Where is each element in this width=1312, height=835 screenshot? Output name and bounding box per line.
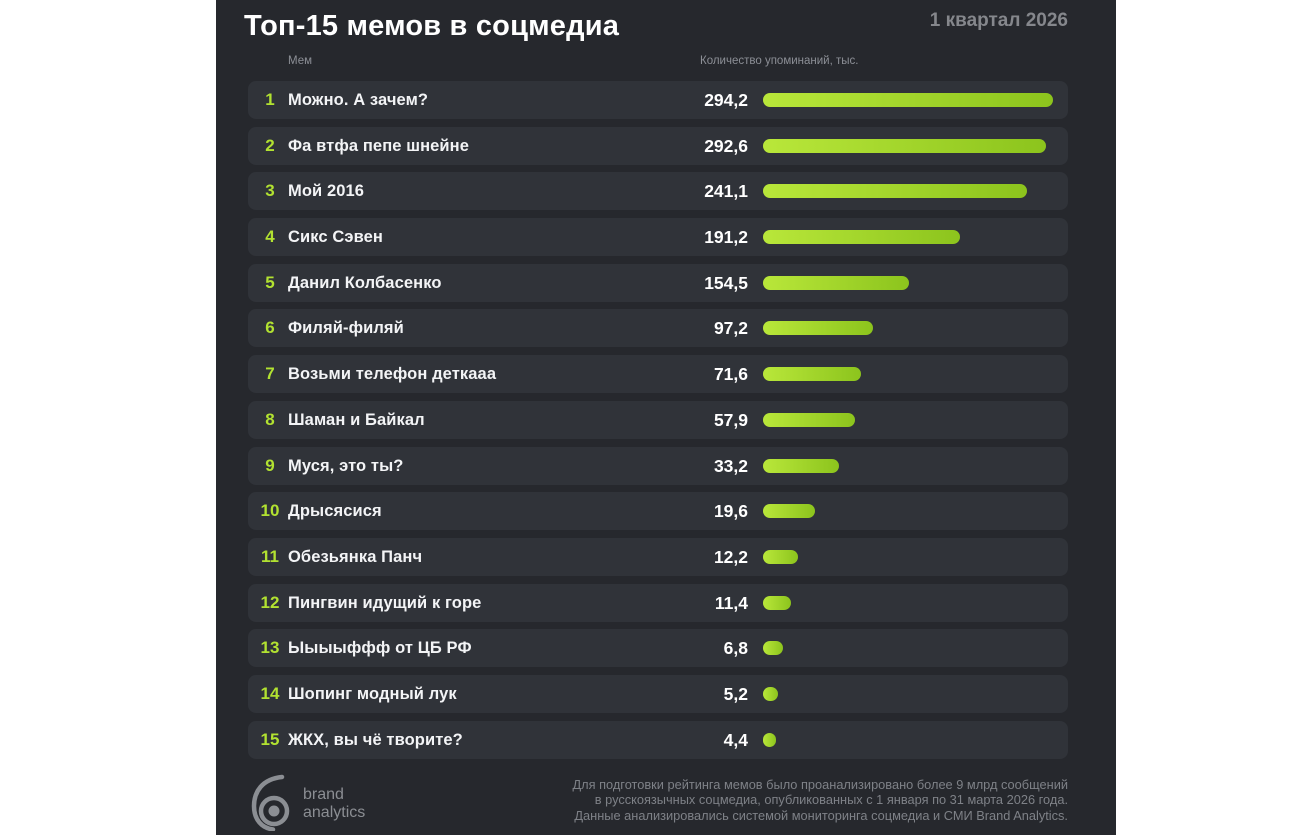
rank-number: 8 (265, 409, 275, 429)
rank-number: 1 (265, 90, 275, 109)
mentions-bar (763, 458, 839, 473)
methodology-note-line-1: Для подготовки рейтинга мемов было проан… (572, 776, 1068, 792)
brand-analytics-logo-icon (248, 773, 294, 835)
mentions-bar (763, 138, 1046, 153)
mentions-bar (763, 93, 1053, 107)
methodology-note-line-3: Данные анализировались системой монитори… (574, 807, 1068, 823)
rank-number: 5 (265, 272, 275, 292)
meme-name: Фа втфа пепе шнейне (288, 136, 469, 155)
mentions-bar (763, 321, 873, 336)
period-label: 1 квартал 2026 (929, 10, 1068, 31)
logo-text-line-1: brand (303, 785, 344, 803)
brand-analytics-logo-text: brand analytics (303, 786, 365, 823)
table-row: 12 Пингвин идущий к горе 11,4 (248, 583, 1068, 622)
ranking-list: 1 Можно. А зачем? 294,2 2 Фа втфа пепе ш… (248, 81, 1068, 759)
table-row: 2 Фа втфа пепе шнейне 292,6 (248, 126, 1068, 165)
rank-number: 3 (265, 181, 275, 201)
meme-name: Дрысясися (288, 502, 382, 521)
rank-number: 11 (261, 546, 279, 566)
rank-number: 12 (260, 592, 280, 612)
mentions-bar (763, 230, 960, 245)
rank-number: 10 (260, 501, 280, 521)
mentions-bar (763, 641, 783, 656)
table-row: 11 Обезьянка Панч 12,2 (248, 537, 1068, 576)
table-row: 3 Мой 2016 241,1 (248, 172, 1068, 211)
meme-name: Мой 2016 (288, 182, 365, 201)
meme-name: Сикс Сэвен (288, 228, 383, 247)
column-header-count: Количество упоминаний, тыс. (700, 55, 859, 67)
methodology-note: Для подготовки рейтинга мемов было проан… (572, 777, 1068, 824)
mentions-value: 292,6 (704, 135, 748, 156)
table-row: 10 Дрысясися 19,6 (248, 492, 1068, 531)
table-row: 6 Филяй-филяй 97,2 (248, 309, 1068, 348)
mentions-value: 4,4 (723, 729, 748, 750)
meme-name: Шопинг модный лук (288, 684, 457, 703)
mentions-bar (763, 595, 791, 610)
column-headers: Мем Количество упоминаний, тыс. (248, 55, 1068, 71)
table-row: 7 Возьми телефон деткааа 71,6 (248, 355, 1068, 394)
meme-name: Ыыыыффф от ЦБ РФ (288, 639, 472, 658)
meme-name: Шаман и Байкал (288, 410, 425, 429)
table-row: 8 Шаман и Байкал 57,9 (248, 400, 1068, 439)
table-row: 15 ЖКХ, вы чё творите? 4,4 (248, 720, 1068, 759)
mentions-value: 241,1 (704, 181, 748, 202)
meme-name: Можно. А зачем? (288, 91, 429, 109)
mentions-bar (763, 275, 909, 290)
rank-number: 6 (265, 318, 275, 338)
mentions-value: 97,2 (713, 318, 748, 339)
mentions-bar (763, 549, 798, 564)
mentions-value: 71,6 (713, 364, 748, 385)
mentions-bar (763, 732, 776, 747)
table-row: 14 Шопинг модный лук 5,2 (248, 674, 1068, 713)
mentions-value: 294,2 (704, 90, 748, 110)
mentions-value: 11,4 (714, 592, 748, 613)
mentions-bar (763, 367, 861, 382)
meme-name: ЖКХ, вы чё творите? (288, 730, 463, 749)
table-row: 4 Сикс Сэвен 191,2 (248, 218, 1068, 257)
brand-analytics-logo: brand analytics (248, 773, 365, 835)
rank-number: 13 (260, 638, 280, 658)
meme-name: Филяй-филяй (288, 319, 404, 338)
footer: brand analytics Для подготовки рейтинга … (248, 773, 1068, 835)
rank-number: 15 (260, 729, 280, 749)
methodology-note-line-2: в русскоязычных соцмедиа, опубликованных… (594, 792, 1068, 808)
mentions-bar (763, 504, 815, 519)
mentions-value: 5,2 (723, 683, 748, 704)
page-title: Топ-15 мемов в соцмедиа (244, 10, 620, 42)
table-row: 1 Можно. А зачем? 294,2 (248, 81, 1068, 119)
mentions-value: 19,6 (713, 501, 748, 522)
meme-name: Пингвин идущий к горе (288, 593, 482, 612)
mentions-value: 12,2 (713, 546, 748, 567)
meme-name: Муся, это ты? (288, 456, 404, 475)
mentions-bar (763, 184, 1027, 199)
mentions-value: 154,5 (704, 272, 748, 293)
rank-number: 14 (260, 683, 280, 703)
logo-text-line-2: analytics (303, 804, 366, 822)
meme-name: Данил Колбасенко (288, 273, 442, 292)
rank-number: 9 (265, 455, 275, 475)
table-row: 9 Муся, это ты? 33,2 (248, 446, 1068, 485)
meme-name: Возьми телефон деткааа (288, 365, 497, 384)
meme-name: Обезьянка Панч (288, 547, 423, 566)
column-header-meme: Мем (288, 55, 313, 67)
infographic-card: Топ-15 мемов в соцмедиа 1 квартал 2026 М… (216, 0, 1116, 835)
table-row: 5 Данил Колбасенко 154,5 (248, 263, 1068, 302)
table-row: 13 Ыыыыффф от ЦБ РФ 6,8 (248, 629, 1068, 668)
mentions-bar (763, 686, 778, 701)
rank-number: 4 (265, 227, 275, 247)
rank-number: 2 (265, 135, 275, 155)
card-header: Топ-15 мемов в соцмедиа 1 квартал 2026 (244, 6, 1068, 48)
rank-number: 7 (265, 364, 275, 384)
mentions-value: 6,8 (723, 638, 748, 659)
mentions-bar (763, 412, 855, 427)
mentions-value: 33,2 (713, 455, 748, 476)
mentions-value: 57,9 (713, 409, 748, 430)
mentions-value: 191,2 (704, 227, 748, 248)
